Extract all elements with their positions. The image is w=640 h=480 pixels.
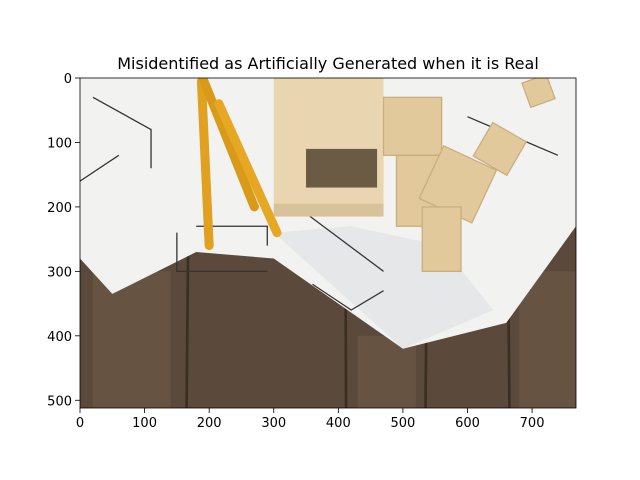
x-tick-label: 700 [520, 416, 545, 431]
chart-title: Misidentified as Artificially Generated … [117, 54, 539, 73]
x-tick-label: 400 [326, 416, 351, 431]
x-tick-label: 300 [261, 416, 286, 431]
y-tick-label: 100 [47, 136, 72, 151]
image [80, 78, 576, 408]
x-tick-label: 500 [391, 416, 416, 431]
x-tick-label: 600 [455, 416, 480, 431]
x-tick-label: 200 [197, 416, 222, 431]
x-tick-label: 0 [76, 416, 84, 431]
y-tick-label: 500 [47, 394, 72, 409]
y-tick-label: 200 [47, 201, 72, 216]
x-tick-label: 100 [132, 416, 157, 431]
y-tick-label: 0 [64, 72, 72, 87]
y-tick-label: 300 [47, 265, 72, 280]
y-tick-label: 400 [47, 330, 72, 345]
axes-frame [79, 77, 577, 409]
